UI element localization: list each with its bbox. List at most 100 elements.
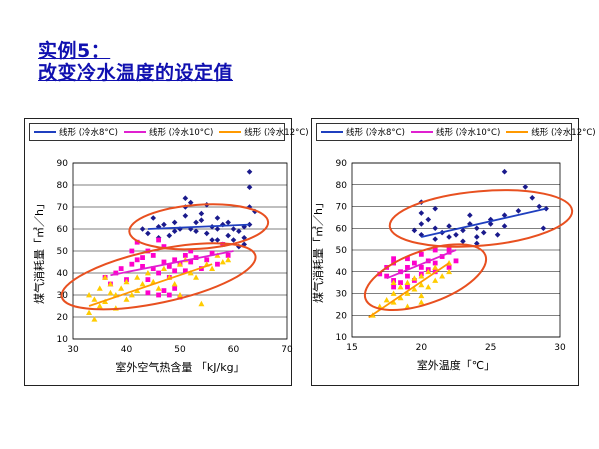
- data-point-diamond: [214, 237, 221, 243]
- data-point-triangle: [118, 285, 125, 291]
- data-point-square: [129, 248, 135, 254]
- x-tick-label: 70: [281, 345, 293, 355]
- plot-area: [72, 162, 288, 340]
- data-point-diamond: [161, 221, 167, 228]
- data-point-triangle: [187, 270, 194, 276]
- data-point-square: [405, 256, 410, 262]
- data-point-diamond: [522, 184, 529, 190]
- data-point-diamond: [230, 237, 237, 243]
- data-point-square: [446, 245, 452, 251]
- data-point-square: [113, 270, 119, 276]
- data-point-square: [161, 288, 167, 293]
- data-point-diamond: [467, 221, 473, 227]
- data-point-square: [391, 256, 396, 262]
- y-tick-label: 40: [336, 268, 348, 278]
- data-point-square: [225, 253, 231, 258]
- data-point-square: [209, 250, 215, 256]
- data-point-diamond: [246, 169, 253, 175]
- data-point-diamond: [246, 204, 253, 210]
- data-point-square: [140, 255, 145, 260]
- data-point-triangle: [425, 268, 432, 275]
- data-point-triangle: [107, 281, 114, 287]
- trend-line: [110, 250, 234, 277]
- legend-item-12: 线形 (冷水12°C): [219, 126, 309, 138]
- data-point-triangle: [446, 268, 453, 275]
- trend-line: [88, 263, 213, 307]
- data-point-diamond: [246, 184, 253, 190]
- y-tick-label: 90: [57, 159, 69, 169]
- y-tick-label: 70: [336, 203, 348, 213]
- data-point-square: [412, 260, 417, 266]
- data-point-diamond: [501, 212, 508, 218]
- legend-line-icon: [506, 131, 529, 133]
- x-axis-label: 室外空气热含量 「kJ/kg」: [115, 360, 244, 374]
- chart-legend: 线形 (冷水8°C) 线形 (冷水10°C) 线形 (冷水12°C): [29, 123, 309, 141]
- data-point-diamond: [198, 210, 205, 217]
- legend-label: 线形 (冷水12°C): [531, 128, 596, 138]
- data-point-triangle: [193, 274, 200, 280]
- x-tick-label: 30: [67, 345, 79, 355]
- data-point-diamond: [501, 168, 508, 175]
- data-point-diamond: [230, 226, 237, 232]
- scatter-plot-temperature: 10 20 30 40 50 60 70 80 90 15 20 25 30 室外温度「℃」 煤气消耗量「㎥…: [312, 159, 574, 372]
- data-point-diamond: [501, 223, 508, 229]
- y-tick-label: 40: [57, 269, 69, 279]
- data-point-diamond: [540, 225, 547, 232]
- slide-title-line-2: 改变冷水温度的设定值: [38, 62, 234, 84]
- legend-item-8: 线形 (冷水8°C): [34, 126, 118, 138]
- data-point-diamond: [193, 228, 199, 234]
- data-point-diamond: [467, 212, 473, 218]
- data-point-square: [161, 244, 167, 249]
- data-point-diamond: [187, 199, 194, 206]
- data-point-square: [384, 273, 390, 279]
- data-point-triangle: [432, 264, 439, 270]
- data-point-diamond: [494, 231, 501, 238]
- y-tick-label: 50: [336, 246, 348, 256]
- data-point-square: [398, 280, 403, 286]
- legend-item-12: 线形 (冷水12°C): [506, 126, 596, 138]
- x-tick-label: 25: [485, 343, 496, 353]
- x-tick-label: 40: [121, 345, 133, 355]
- data-point-square: [161, 259, 167, 265]
- data-point-triangle: [91, 296, 98, 302]
- data-point-triangle: [123, 296, 130, 302]
- data-point-square: [391, 284, 396, 290]
- data-point-square: [134, 239, 140, 245]
- data-point-diamond: [225, 232, 231, 239]
- data-point-diamond: [474, 225, 480, 232]
- data-point-square: [166, 264, 172, 269]
- data-point-square: [172, 257, 178, 263]
- data-point-triangle: [418, 299, 425, 305]
- data-point-triangle: [123, 278, 130, 285]
- data-point-square: [156, 292, 161, 298]
- data-point-diamond: [203, 230, 210, 237]
- legend-item-10: 线形 (冷水10°C): [410, 126, 500, 138]
- data-point-square: [188, 259, 194, 265]
- data-point-diamond: [453, 231, 459, 238]
- data-point-square: [418, 265, 424, 270]
- data-point-diamond: [193, 219, 199, 226]
- data-point-triangle: [155, 285, 162, 291]
- y-tick-label: 10: [336, 333, 348, 343]
- y-tick-label: 80: [57, 181, 69, 191]
- y-tick-label: 90: [336, 159, 348, 169]
- data-point-triangle: [86, 292, 93, 298]
- data-point-triangle: [139, 281, 146, 287]
- data-point-triangle: [397, 283, 404, 290]
- data-point-diamond: [150, 215, 157, 221]
- highlight-ellipse: [388, 189, 574, 248]
- legend-label: 线形 (冷水8°C): [346, 128, 405, 138]
- data-point-diamond: [145, 230, 151, 237]
- data-point-diamond: [241, 235, 247, 241]
- data-point-square: [204, 257, 210, 263]
- y-tick-label: 60: [336, 224, 348, 234]
- data-point-square: [182, 268, 188, 274]
- x-tick-label: 50: [174, 345, 186, 355]
- data-point-square: [166, 292, 172, 298]
- data-point-square: [453, 258, 459, 264]
- data-point-square: [432, 260, 438, 266]
- legend-line-icon: [321, 131, 343, 133]
- data-point-diamond: [182, 213, 189, 219]
- data-point-triangle: [96, 303, 103, 309]
